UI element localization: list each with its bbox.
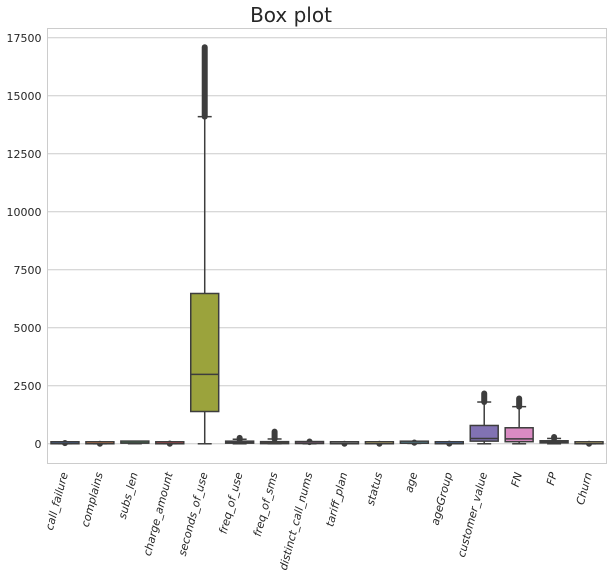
x-tick-label: status [364,471,385,507]
y-tick-label: 7500 [14,264,42,277]
box-complains [85,440,115,447]
box-freq_of_use [224,434,255,445]
x-tick-label: age [402,471,420,494]
y-axis: 0 2500 5000 7500 10000 12500 15000 17500 [7,32,42,451]
x-tick-label: customer_value [455,471,490,559]
box-seconds_of_use [189,44,220,445]
y-tick-label: 17500 [7,32,42,45]
box-call_failure [50,439,80,447]
box-iqr [189,292,220,413]
box-tariff_plan [329,440,360,447]
box-Churn [574,440,604,447]
x-tick-label: freq_of_sms [251,471,281,538]
y-tick-label: 5000 [14,322,42,335]
x-axis: call_failure complains subs_len charge_amou… [43,470,595,570]
box-ageGroup [434,440,465,447]
box-freq_of_sms [259,428,290,445]
box-iqr [469,424,499,442]
box-status [364,440,395,447]
box-age [399,439,430,446]
box-customer_value [469,390,499,445]
y-tick-label: 10000 [7,206,42,219]
x-tick-label: call_failure [43,471,71,532]
box-FN [504,395,534,445]
box-distinct_call_nums [294,438,325,446]
box-subs_len [120,440,150,445]
x-tick-label: charge_amount [141,470,176,557]
x-tick-label: freq_of_use [217,471,246,536]
boxes [50,44,604,447]
x-tick-label: ageGroup [429,471,456,527]
x-tick-label: complains [79,471,106,529]
y-tick-label: 2500 [14,380,42,393]
x-tick-label: subs_len [116,471,141,520]
plot-frame [47,28,607,464]
box-charge_amount [155,440,185,447]
box-FP [539,434,569,445]
x-tick-label: FN [509,471,525,488]
x-tick-label: tariff_plan [323,471,350,528]
y-tick-label: 0 [35,438,42,451]
x-tick-label: distinct_call_nums [277,471,316,570]
y-tick-label: 12500 [7,148,42,161]
y-tick-label: 15000 [7,90,42,103]
x-tick-label: FP [544,471,560,487]
x-tick-label: Churn [574,471,595,506]
gridlines [47,37,607,445]
x-tick-label: seconds_of_use [176,471,211,558]
chart-title: Box plot [250,3,332,27]
